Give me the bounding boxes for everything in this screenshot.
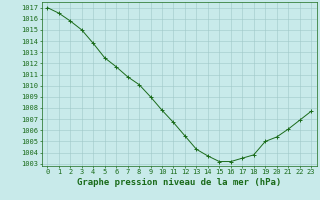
X-axis label: Graphe pression niveau de la mer (hPa): Graphe pression niveau de la mer (hPa) bbox=[77, 178, 281, 187]
